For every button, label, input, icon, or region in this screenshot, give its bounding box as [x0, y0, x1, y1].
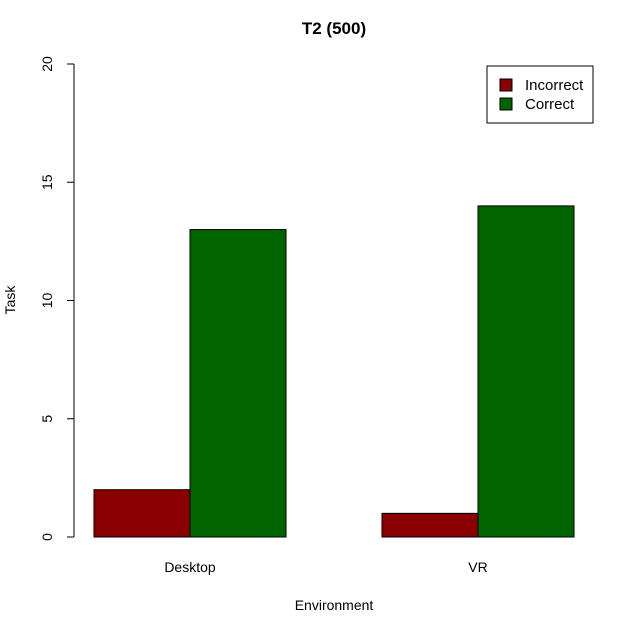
y-axis-title: Task — [2, 285, 18, 315]
y-tick-label: 5 — [39, 415, 55, 423]
y-axis: 0 5 10 15 20 — [39, 56, 75, 541]
x-tick-labels: Desktop VR — [164, 559, 487, 575]
y-tick-label: 10 — [39, 293, 55, 309]
legend-swatch-correct — [499, 97, 513, 111]
chart-title: T2 (500) — [302, 19, 366, 38]
bar-desktop-incorrect — [93, 489, 191, 538]
legend-box — [486, 65, 594, 124]
x-axis-title: Environment — [295, 597, 374, 613]
legend-label-correct: Correct — [525, 96, 575, 113]
bar-desktop-correct — [189, 229, 287, 538]
legend-label-incorrect: Incorrect — [525, 77, 584, 94]
y-tick-label: 15 — [39, 174, 55, 190]
legend-swatch-incorrect — [499, 78, 513, 92]
bars — [93, 205, 575, 538]
bar-vr-incorrect — [381, 512, 479, 538]
legend: Incorrect Correct — [486, 65, 594, 124]
x-tick-label: Desktop — [164, 559, 216, 575]
x-tick-label: VR — [468, 559, 487, 575]
y-tick-label: 0 — [39, 533, 55, 541]
y-tick-label: 20 — [39, 56, 55, 72]
bar-vr-correct — [477, 205, 575, 538]
